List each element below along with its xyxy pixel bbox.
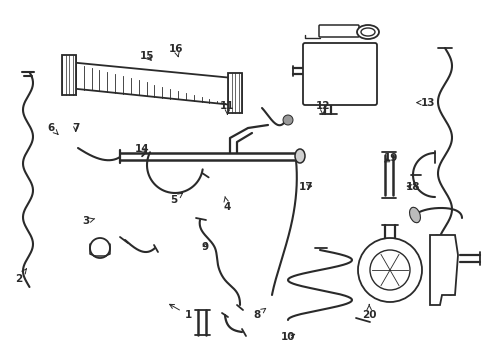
Ellipse shape (409, 207, 420, 223)
Circle shape (357, 238, 421, 302)
Text: 16: 16 (168, 44, 183, 57)
Text: 7: 7 (72, 123, 80, 133)
Text: 6: 6 (48, 123, 58, 134)
Text: 15: 15 (139, 51, 154, 61)
Ellipse shape (356, 25, 378, 39)
Text: 18: 18 (405, 182, 420, 192)
Text: 10: 10 (281, 332, 295, 342)
Text: 11: 11 (220, 101, 234, 114)
Polygon shape (429, 235, 457, 305)
Circle shape (283, 115, 292, 125)
FancyBboxPatch shape (303, 43, 376, 105)
Ellipse shape (360, 28, 374, 36)
Ellipse shape (294, 149, 305, 163)
FancyBboxPatch shape (318, 25, 358, 37)
Text: 5: 5 (170, 193, 182, 205)
Circle shape (369, 250, 409, 290)
Text: 3: 3 (82, 216, 95, 226)
Text: 13: 13 (416, 98, 434, 108)
Polygon shape (68, 62, 232, 105)
Text: 12: 12 (315, 101, 329, 114)
Polygon shape (62, 55, 76, 95)
Text: 1: 1 (169, 304, 191, 320)
Text: 14: 14 (134, 144, 149, 154)
Polygon shape (227, 73, 242, 113)
Text: 17: 17 (298, 182, 312, 192)
Text: 19: 19 (383, 153, 398, 163)
Text: 4: 4 (223, 197, 231, 212)
Text: 2: 2 (15, 269, 26, 284)
Text: 9: 9 (202, 242, 208, 252)
Text: 8: 8 (253, 309, 265, 320)
Text: 20: 20 (361, 305, 376, 320)
